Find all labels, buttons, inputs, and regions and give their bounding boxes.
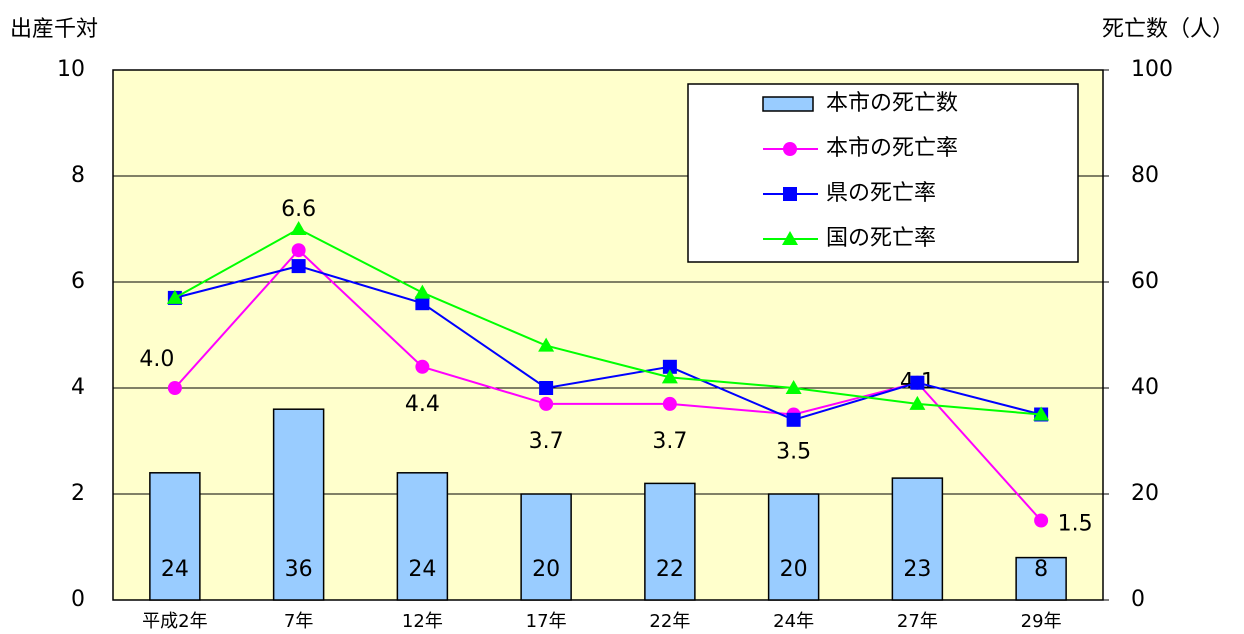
point [290,221,307,235]
data-label: 4.4 [405,392,440,417]
point [909,395,926,410]
legend-swatch [762,96,814,112]
data-label: 1.5 [1058,512,1093,537]
y2-tick-label: 40 [1131,375,1159,400]
point [539,396,554,411]
y2-tick-label: 20 [1131,481,1159,506]
data-label: 3.7 [652,429,687,454]
bar-value-label: 24 [408,557,436,582]
x-tick-label: 29年 [1021,611,1062,632]
point [786,412,801,427]
point [1034,513,1049,528]
bar [767,493,820,601]
plot-border [112,69,1104,601]
data-label: 3.7 [529,429,564,454]
x-tick-label: 22年 [649,611,690,632]
y-tick-label: 10 [57,57,85,82]
point [291,259,306,274]
x-tick-label: 平成2年 [142,611,207,632]
bar-value-label: 8 [1034,557,1048,582]
bar [644,482,696,601]
line [174,265,1042,421]
point [538,337,555,352]
legend-label: 本市の死亡数 [826,91,958,116]
bar [272,408,325,601]
point [167,381,182,395]
y-tick-label: 2 [71,481,85,506]
data-label: 3.5 [776,440,811,465]
point [415,359,430,374]
x-tick-label: 17年 [526,611,567,632]
legend-marker [783,187,797,201]
bar-value-label: 36 [285,557,313,582]
bar-value-label: 23 [903,557,931,582]
x-tick-label: 24年 [773,611,814,632]
legend-label: 県の死亡率 [826,181,936,206]
point [1033,406,1050,421]
bar [396,472,449,601]
x-tick-label: 7年 [284,611,313,632]
data-label: 4.0 [139,347,174,372]
x-tick-label: 27年 [897,611,938,632]
bar-value-label: 20 [532,557,560,582]
y-tick-label: 8 [71,163,85,188]
line [174,227,1042,416]
point [414,284,431,299]
legend-marker [783,142,797,156]
y-tick-label: 0 [71,587,85,612]
y2-tick-label: 0 [1131,587,1145,612]
point [910,375,925,390]
bar [149,472,201,601]
bar-value-label: 22 [656,557,684,582]
x-tick-label: 12年 [402,611,443,632]
y2-axis-title: 死亡数（人） [1102,17,1234,42]
y2-tick-label: 80 [1131,163,1159,188]
point [415,296,430,311]
legend [687,83,1079,263]
point [785,380,802,394]
y2-tick-label: 60 [1131,269,1159,294]
point [662,359,677,374]
y-axis-title: 出産千対 [10,17,98,42]
point [291,243,306,258]
bar [520,493,572,601]
point [166,289,183,304]
legend-label: 本市の死亡率 [826,136,958,161]
point [662,396,677,411]
y2-tick-label: 100 [1131,57,1173,82]
point [539,381,554,395]
legend-marker [782,231,798,245]
legend-label: 国の死亡率 [826,226,936,251]
data-label: 6.6 [281,197,316,222]
y-tick-label: 6 [71,269,85,294]
y-tick-label: 4 [71,375,85,400]
bar-value-label: 24 [161,557,189,582]
bar-value-label: 20 [780,557,808,582]
point [661,369,678,384]
bar [891,477,944,601]
bar [1015,556,1067,601]
